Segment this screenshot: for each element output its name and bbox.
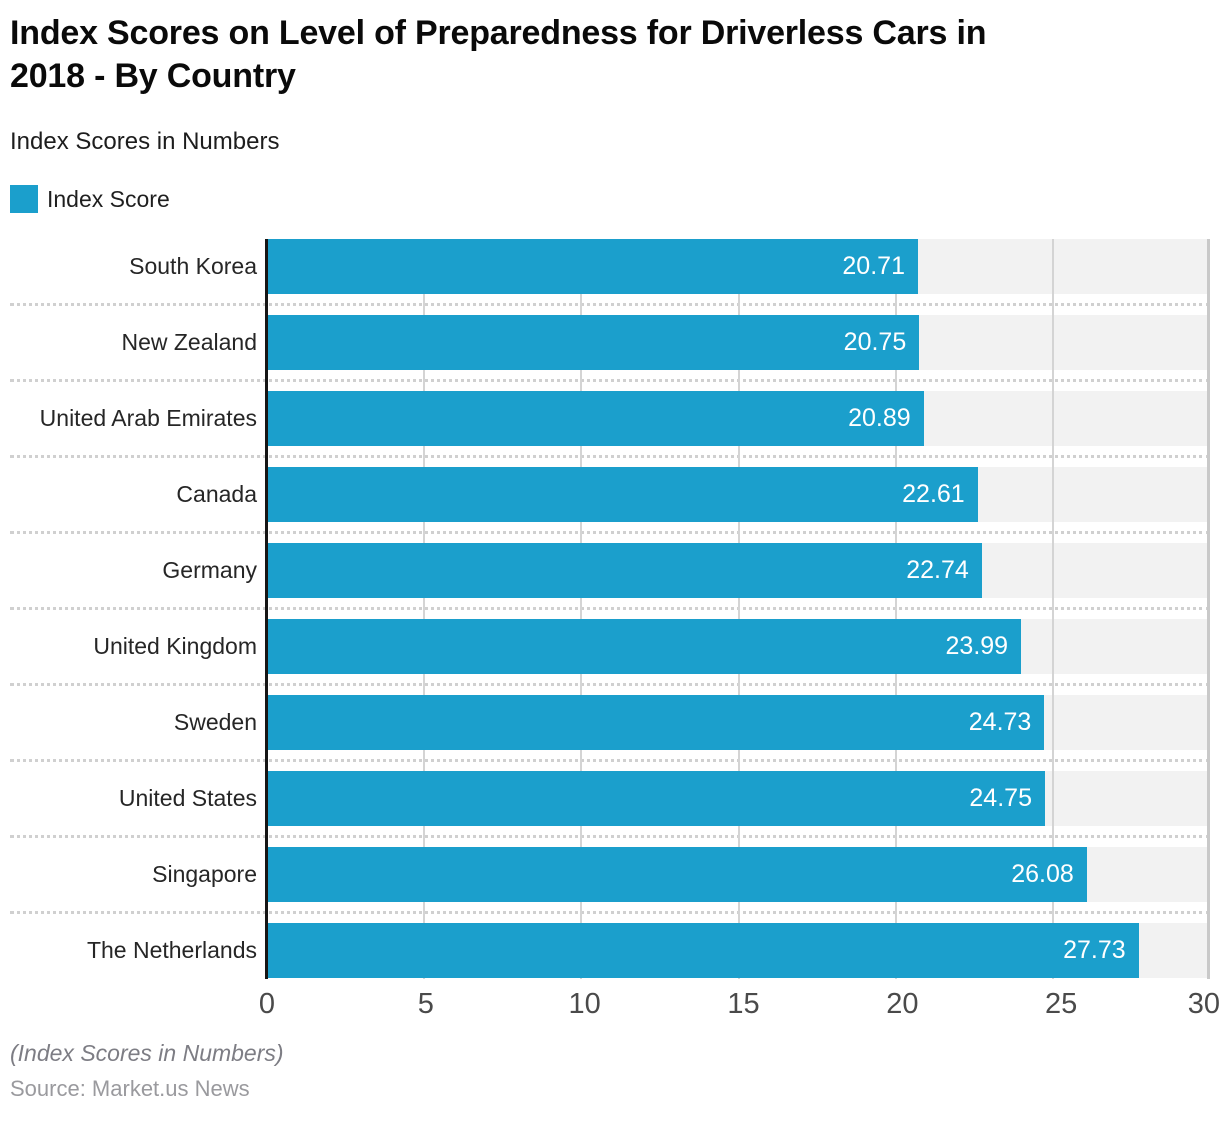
category-label: Sweden — [173, 709, 257, 735]
bar-value-label: 20.75 — [843, 328, 907, 356]
bar-value-label: 26.08 — [1011, 860, 1074, 888]
x-tick-label: 0 — [258, 988, 276, 1020]
bar-chart: South Korea 20.71 New Zealand 20.75 United A… — [10, 239, 1220, 1023]
category-label: Germany — [162, 557, 257, 583]
row-separator — [10, 835, 1210, 838]
chart-row: South Korea 20.71 — [10, 239, 1210, 315]
bar-value-label: 20.89 — [848, 404, 911, 432]
bar-value-label: 24.75 — [969, 784, 1032, 812]
x-tick-label: 15 — [727, 988, 760, 1020]
x-tick-label: 5 — [417, 988, 434, 1020]
grid-line — [580, 239, 583, 979]
chart-row: Singapore 26.08 — [10, 847, 1210, 923]
category-label: New Zealand — [121, 329, 257, 355]
bar-value-label: 24.73 — [968, 708, 1032, 736]
x-tick-label: 10 — [568, 988, 601, 1020]
gridlines — [267, 239, 1210, 979]
category-label: South Korea — [129, 253, 257, 279]
chart-row: The Netherlands 27.73 — [10, 923, 1210, 979]
category-label: Singapore — [152, 861, 257, 887]
row-separator — [10, 531, 1210, 534]
category-label: United Arab Emirates — [39, 405, 257, 431]
plot-cell: 27.73 — [267, 923, 1210, 978]
bar-value-label: 22.61 — [902, 480, 965, 508]
plot-cell: 20.71 — [267, 239, 1210, 294]
chart-plot-area: South Korea 20.71 New Zealand 20.75 United A… — [10, 239, 1210, 979]
x-tick-label: 20 — [886, 988, 919, 1020]
chart-subtitle: Index Scores in Numbers — [10, 128, 280, 155]
row-separator — [10, 911, 1210, 914]
row-separator — [10, 683, 1210, 686]
bar-value-label: 27.73 — [1063, 936, 1126, 964]
legend-swatch-icon — [10, 185, 38, 213]
legend-label: Index Score — [47, 185, 170, 212]
row-separator — [10, 455, 1210, 458]
footer-note: (Index Scores in Numbers) — [10, 1040, 284, 1066]
bar: 22.61 — [267, 467, 978, 522]
chart-title: Index Scores on Level of Preparedness fo… — [10, 14, 987, 95]
row-separator — [10, 379, 1210, 382]
bar: 26.08 — [267, 847, 1087, 902]
x-axis-ticks: 0 5 10 15 20 25 30 — [259, 979, 1220, 1023]
bar: 24.75 — [267, 771, 1045, 826]
grid-line — [894, 239, 897, 979]
bar-value-label: 20.71 — [842, 252, 905, 280]
bar: 24.73 — [267, 695, 1045, 750]
bar: 23.99 — [267, 619, 1022, 674]
legend: Index Score — [10, 185, 1210, 213]
category-label: Canada — [176, 481, 257, 507]
bar-value-label: 23.99 — [945, 632, 1009, 660]
row-separator — [10, 759, 1210, 762]
category-label: United Kingdom — [93, 633, 257, 659]
bar: 20.71 — [267, 239, 918, 294]
grid-line — [737, 239, 740, 979]
grid-line — [1051, 239, 1054, 979]
bar: 20.75 — [267, 315, 920, 370]
footer-source: Source: Market.us News — [10, 1076, 250, 1101]
x-tick-label: 30 — [1187, 988, 1220, 1020]
bar: 27.73 — [267, 923, 1139, 978]
grid-line — [1207, 239, 1210, 979]
bar-value-label: 22.74 — [906, 556, 969, 584]
grid-line — [423, 239, 426, 979]
row-separator — [10, 607, 1210, 610]
category-label: United States — [118, 785, 257, 811]
y-axis-line — [265, 239, 268, 979]
bar: 20.89 — [267, 391, 924, 446]
category-label: The Netherlands — [86, 937, 257, 963]
plot-cell: 26.08 — [267, 847, 1210, 902]
bar: 22.74 — [267, 543, 982, 598]
x-tick-label: 25 — [1045, 988, 1078, 1020]
row-separator — [10, 303, 1210, 306]
